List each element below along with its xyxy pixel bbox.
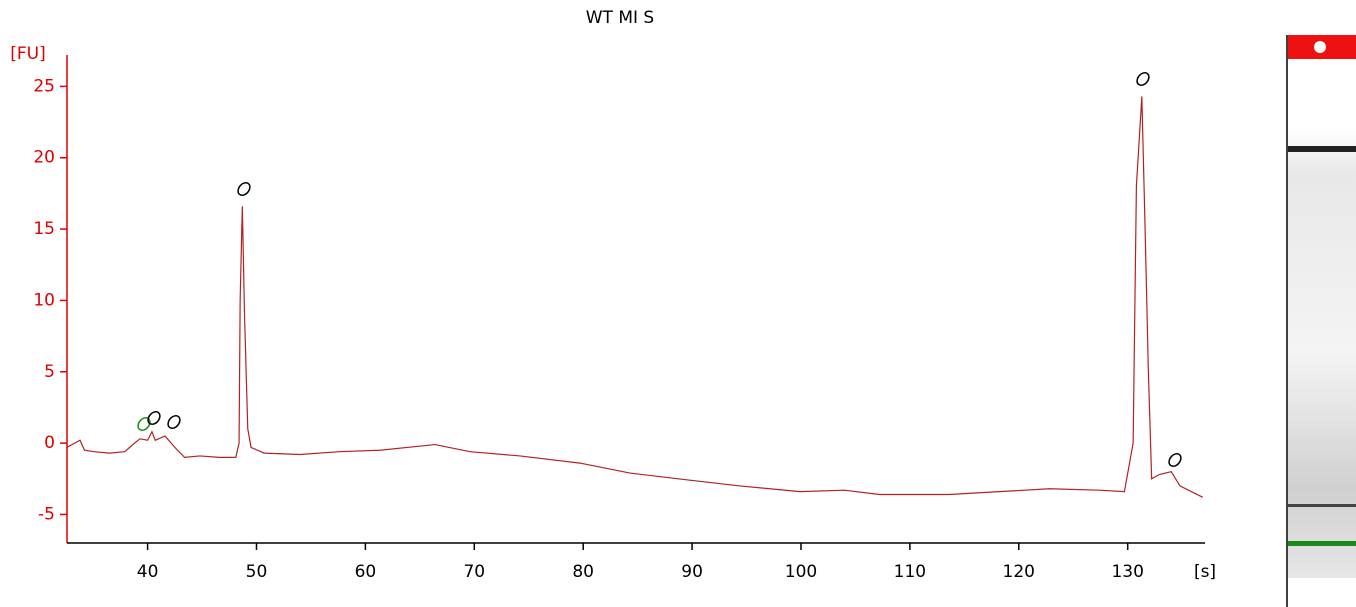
y-axis-label: [FU]: [10, 44, 46, 64]
x-tick-label: 120: [1003, 562, 1035, 582]
x-axis-label: [s]: [1194, 562, 1216, 582]
y-tick-label: 5: [44, 362, 55, 382]
y-tick-label: 20: [33, 148, 55, 168]
y-tick-label: 0: [44, 433, 55, 453]
x-tick-label: 50: [246, 562, 268, 582]
y-tick-label: 10: [33, 290, 55, 310]
x-tick-label: 110: [894, 562, 926, 582]
x-tick-label: 130: [1111, 562, 1143, 582]
x-tick-label: 60: [355, 562, 377, 582]
x-tick-label: 90: [681, 562, 703, 582]
x-tick-label: 70: [463, 562, 485, 582]
trace-line: [66, 96, 1204, 498]
y-tick-label: 25: [33, 76, 55, 96]
x-tick-label: 40: [137, 562, 159, 582]
gel-lane: [1286, 35, 1356, 607]
y-tick-label: 15: [33, 219, 55, 239]
peak-markers: [137, 71, 1182, 468]
x-tick-label: 100: [785, 562, 817, 582]
x-tick-label: 80: [572, 562, 594, 582]
y-tick-label: -5: [38, 504, 55, 524]
chart-title: WT MI S: [586, 8, 654, 28]
